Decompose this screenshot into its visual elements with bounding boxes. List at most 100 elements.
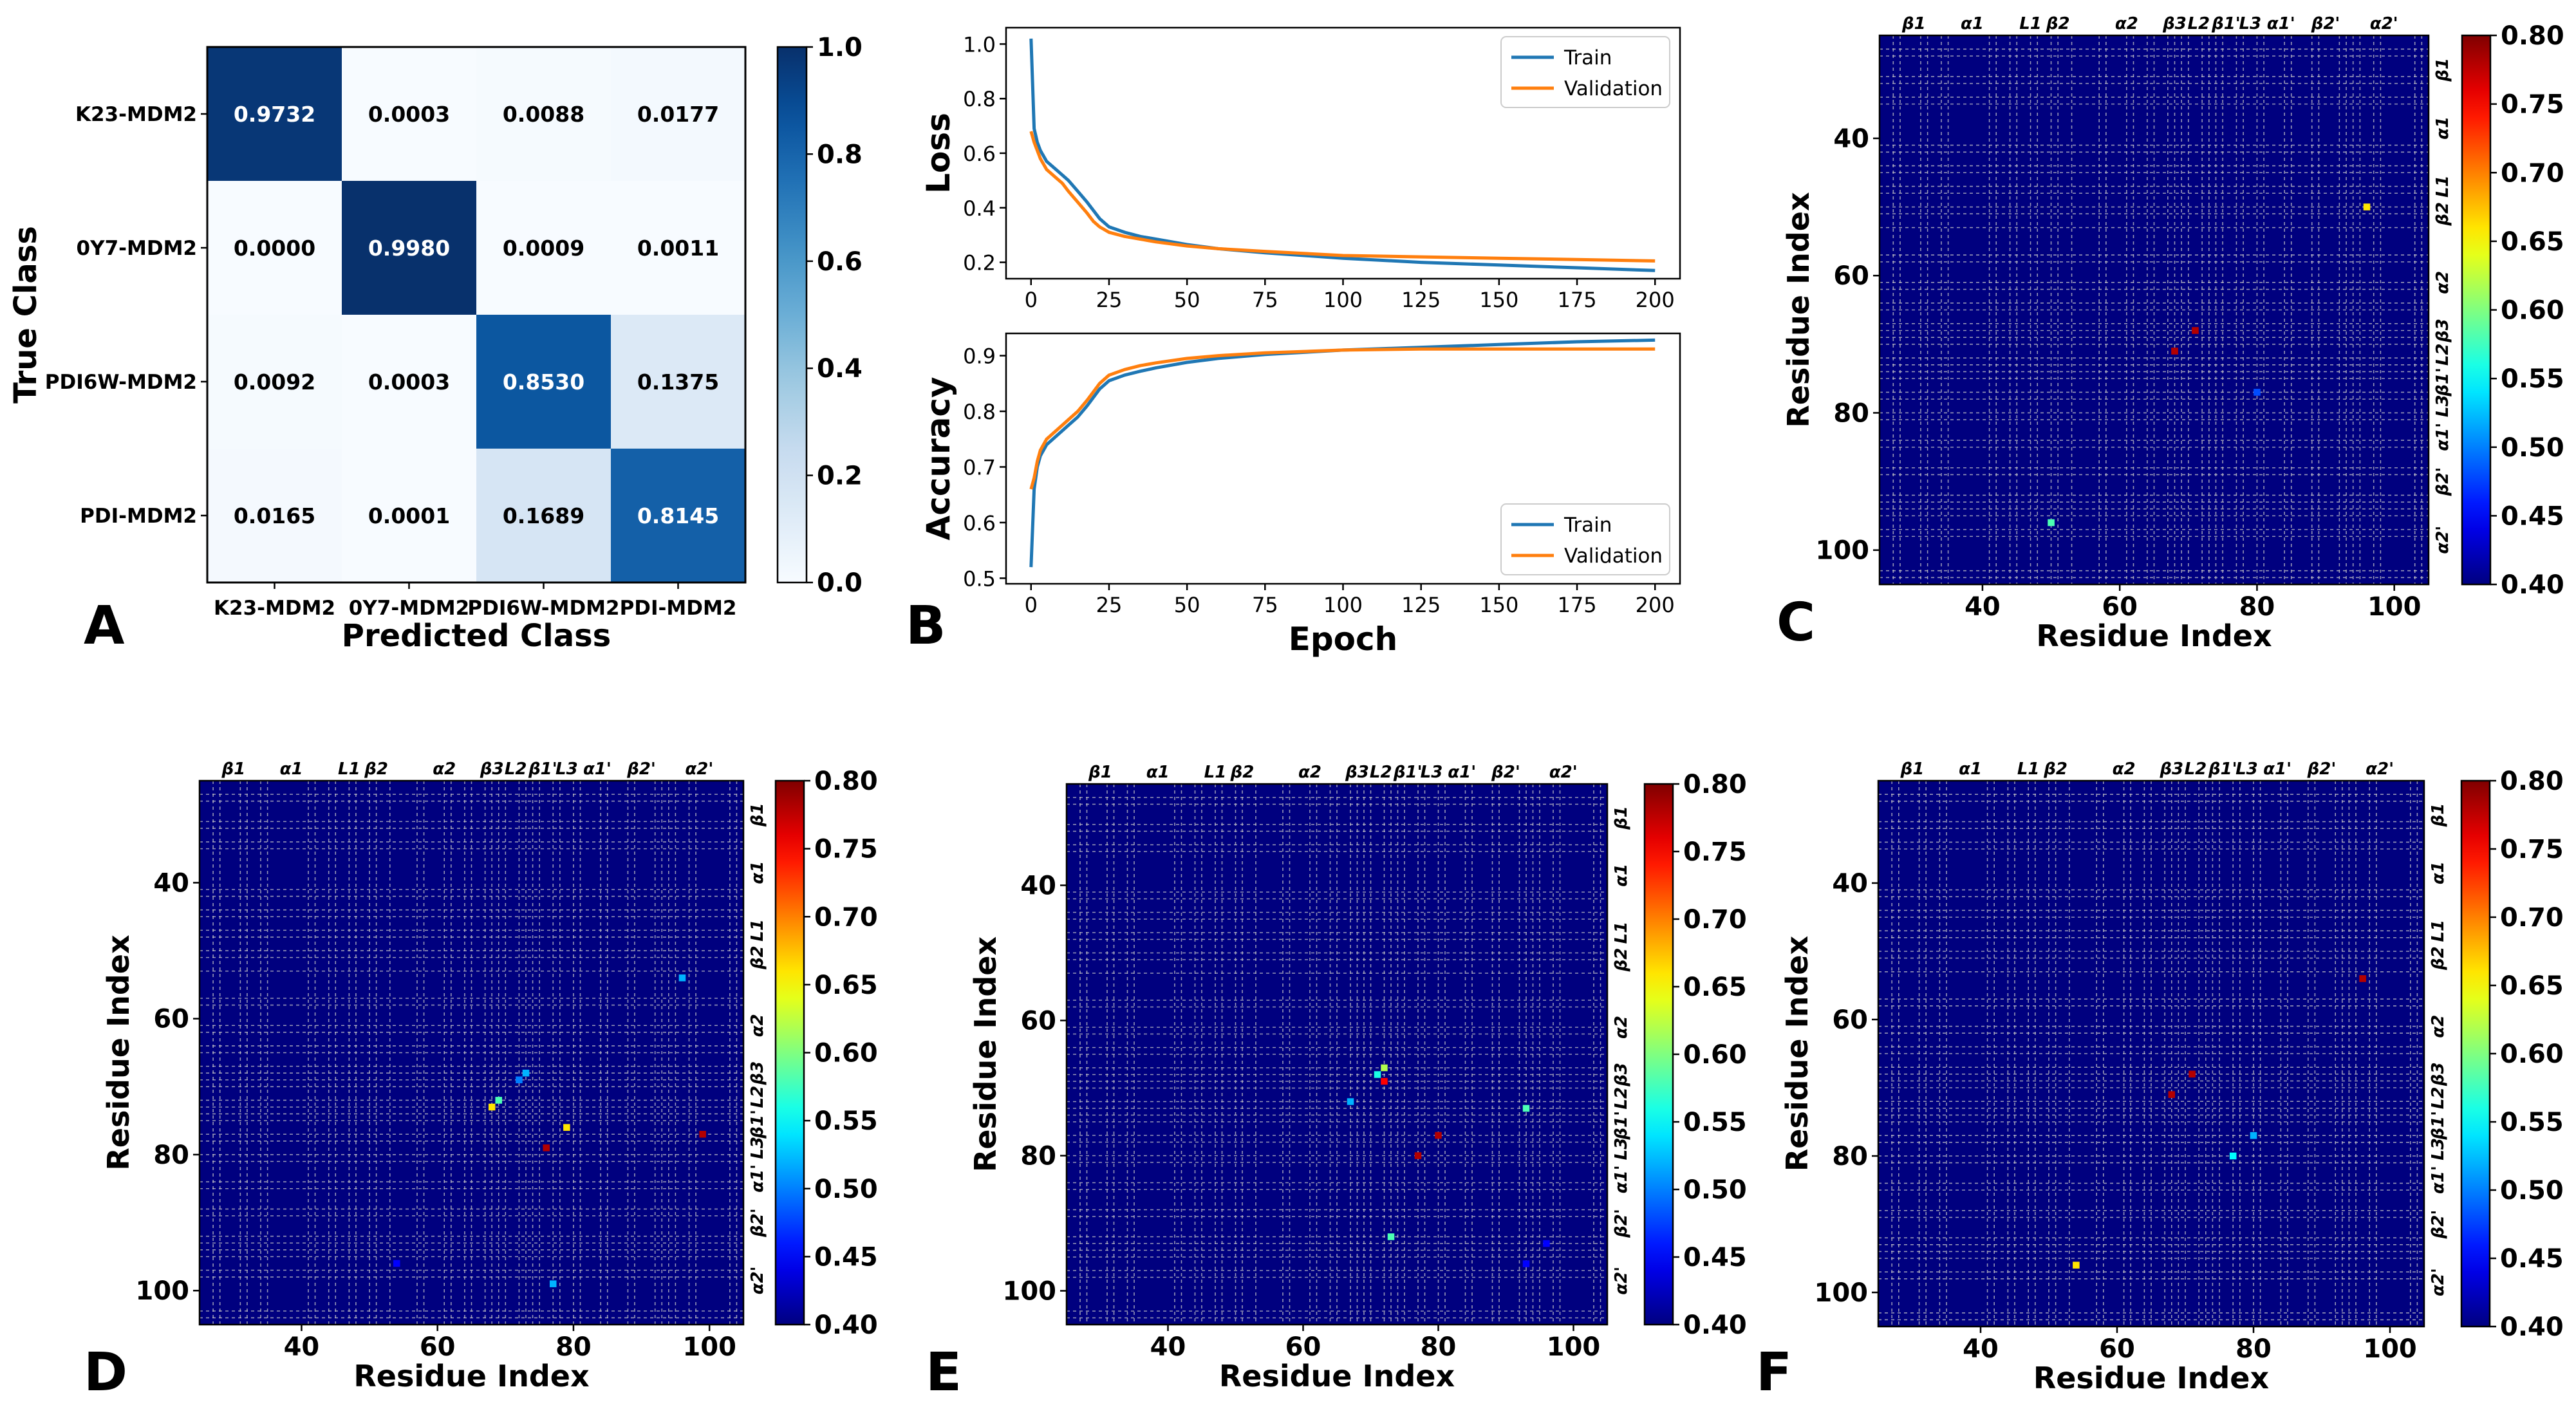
colorbar-tick-label: 0.40 bbox=[2501, 570, 2564, 600]
x-tick-label: 40 bbox=[1963, 1334, 1999, 1364]
colorbar-tick-label: 0.70 bbox=[1683, 905, 1747, 935]
contact-cell bbox=[2229, 1152, 2237, 1160]
contact-cell bbox=[2254, 389, 2261, 396]
colorbar-tick-label: 0.45 bbox=[2500, 1244, 2564, 1274]
x-tick-label: 125 bbox=[1401, 288, 1441, 312]
ss-label-right: α1 bbox=[1612, 864, 1631, 887]
legend-label: Validation bbox=[1564, 545, 1663, 568]
ss-label-right: β2 bbox=[2429, 946, 2448, 971]
ss-label-top: β1 bbox=[1088, 763, 1112, 782]
confusion-cell bbox=[207, 181, 342, 315]
panel-letter-d: D bbox=[84, 1342, 127, 1403]
x-axis-label: Epoch bbox=[1289, 620, 1398, 658]
ss-label-top: α1' bbox=[2267, 14, 2295, 33]
ss-label-top: L3 bbox=[2239, 14, 2261, 33]
confusion-cell-label: 0.0009 bbox=[503, 236, 584, 261]
panel-letter-a: A bbox=[84, 595, 125, 657]
ss-label-right: β2' bbox=[748, 1208, 767, 1238]
ss-label-right: α1 bbox=[2429, 861, 2448, 884]
x-tick-label: 80 bbox=[2239, 592, 2275, 622]
ss-label-right: L1 bbox=[2433, 175, 2452, 198]
ss-label-top: β1 bbox=[1900, 759, 1925, 779]
ss-label-top: α2 bbox=[2113, 759, 2136, 779]
ss-label-right: L3 bbox=[2429, 1138, 2448, 1160]
x-tick-label: 100 bbox=[1547, 1332, 1601, 1362]
colorbar-tick-label: 0.40 bbox=[2500, 1312, 2564, 1342]
x-tick-label: 150 bbox=[1479, 593, 1518, 617]
y-tick-label: 0.8 bbox=[963, 400, 996, 424]
colorbar-tick-label: 0.55 bbox=[814, 1106, 878, 1136]
x-tick-label: 60 bbox=[1285, 1332, 1321, 1362]
x-tick-label: PDI6W-MDM2 bbox=[467, 597, 619, 620]
confusion-cell-label: 0.0011 bbox=[637, 236, 719, 261]
ss-label-right: L3 bbox=[748, 1137, 767, 1159]
ss-label-right: L1 bbox=[1612, 922, 1631, 944]
x-axis-label: Residue Index bbox=[1219, 1359, 1455, 1393]
y-tick-label: 60 bbox=[1833, 261, 1869, 291]
ss-label-right: α2 bbox=[2433, 271, 2452, 294]
colorbar-tick-label: 0.0 bbox=[817, 568, 863, 598]
legend-label: Train bbox=[1563, 514, 1612, 537]
colorbar-tick-label: 0.8 bbox=[817, 140, 863, 169]
y-axis-label: Residue Index bbox=[101, 935, 136, 1170]
confusion-cell-label: 0.8145 bbox=[637, 503, 719, 528]
x-tick-label: 75 bbox=[1252, 288, 1278, 312]
contact-cell bbox=[2171, 348, 2178, 355]
residue-map-panel-f: 40 60 80 100406080100β1β1α1α1L1L1β2β2α2α2β3… bbox=[1780, 759, 2448, 1395]
y-axis-label: Residue Index bbox=[968, 936, 1003, 1172]
x-tick-label: 80 bbox=[2235, 1334, 2272, 1364]
confusion-cell-label: 0.0001 bbox=[368, 503, 450, 528]
x-tick-label: 50 bbox=[1174, 288, 1200, 312]
ss-label-top: L1 bbox=[1204, 763, 1227, 782]
ss-label-top: α1' bbox=[2263, 759, 2291, 779]
ss-label-right: β1 bbox=[748, 803, 767, 827]
ss-label-right: β2' bbox=[2433, 467, 2452, 497]
ss-label-right: α2' bbox=[2433, 526, 2452, 554]
contact-cell bbox=[516, 1076, 523, 1084]
y-tick-label: PDI6W-MDM2 bbox=[45, 371, 197, 394]
ss-label-right: α1' bbox=[2433, 423, 2452, 451]
ss-label-top: β2' bbox=[626, 759, 656, 779]
y-tick-label: 0.6 bbox=[963, 511, 996, 536]
confusion-cell bbox=[342, 449, 477, 583]
confusion-cell bbox=[342, 315, 477, 449]
contact-cell bbox=[495, 1097, 503, 1104]
y-tick-label: 80 bbox=[153, 1141, 189, 1170]
panel-letter-c: C bbox=[1777, 592, 1815, 653]
residue-map-panel-d: 40 60 80 100406080100β1β1α1α1L1L1β2β2α2α2β3… bbox=[101, 759, 767, 1393]
contact-cell bbox=[2363, 203, 2371, 210]
ss-label-right: α1' bbox=[2429, 1166, 2448, 1194]
ss-label-top: α2' bbox=[2366, 759, 2394, 779]
y-tick-label: 80 bbox=[1832, 1142, 1868, 1171]
y-tick-label: 0.5 bbox=[963, 566, 996, 591]
ss-label-top: β3 bbox=[2162, 14, 2187, 33]
colorbar-tick-label: 0.45 bbox=[2501, 501, 2564, 531]
contact-cell bbox=[543, 1144, 550, 1151]
x-tick-label: 80 bbox=[1421, 1332, 1457, 1362]
ss-label-right: α2 bbox=[748, 1014, 767, 1037]
ss-label-right: β2' bbox=[1612, 1209, 1631, 1238]
ss-label-right: β2' bbox=[2429, 1210, 2448, 1240]
x-tick-label: 50 bbox=[1174, 593, 1200, 617]
ss-label-top: α2 bbox=[2115, 14, 2138, 33]
contact-cell bbox=[549, 1280, 557, 1287]
contact-cell bbox=[522, 1069, 530, 1077]
ss-label-top: L1 bbox=[2019, 14, 2042, 33]
colorbar-gradient bbox=[776, 46, 808, 584]
ss-label-right: L1 bbox=[2429, 920, 2448, 942]
colorbar-tick-label: 0.75 bbox=[2500, 835, 2564, 864]
contact-cell bbox=[1387, 1233, 1395, 1240]
ss-label-top: β2' bbox=[2307, 759, 2337, 779]
residue-map-panel-e: 40 60 80 100406080100β1β1α1α1L1L1β2β2α2α2β3… bbox=[968, 763, 1631, 1393]
y-tick-label: 0.8 bbox=[963, 87, 996, 111]
ss-label-right: β3 bbox=[2429, 1062, 2448, 1086]
confusion-cell-label: 0.0092 bbox=[234, 369, 315, 395]
ss-label-top: α1 bbox=[1959, 759, 1982, 779]
x-tick-label: 80 bbox=[555, 1332, 592, 1362]
ss-label-top: β1' bbox=[1393, 763, 1423, 782]
ss-label-top: L1 bbox=[2017, 759, 2040, 779]
colorbar-gradient bbox=[2461, 34, 2492, 586]
ss-label-top: α1' bbox=[583, 759, 611, 779]
ss-label-top: β1' bbox=[528, 759, 557, 779]
ss-label-right: β1' bbox=[748, 1110, 767, 1139]
